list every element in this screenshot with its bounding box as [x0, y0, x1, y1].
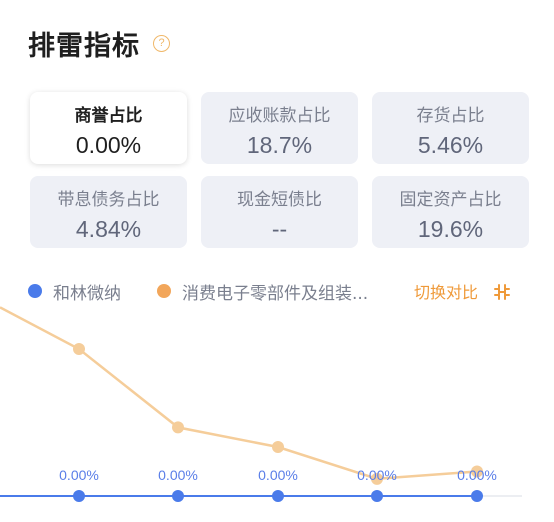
card-value: 0.00% — [75, 132, 142, 158]
series-point-industry — [272, 441, 284, 453]
card-inventory[interactable]: 存货占比 5.46% — [372, 92, 529, 164]
data-label: 0.00% — [59, 467, 99, 483]
card-label: 应收账款占比 — [228, 106, 331, 126]
legend-dot-company — [28, 284, 42, 298]
legend-label-company: 和林微纳 — [53, 284, 121, 304]
series-point-company — [371, 490, 383, 502]
series-point-company — [272, 490, 284, 502]
series-point-industry — [471, 465, 483, 478]
card-receivables[interactable]: 应收账款占比 18.7% — [201, 92, 358, 164]
card-label: 固定资产占比 — [399, 190, 502, 210]
page-title: 排雷指标 — [28, 31, 140, 62]
series-point-industry — [73, 343, 85, 355]
legend-label-industry: 消费电子零部件及组装... — [182, 284, 369, 304]
series-point-company — [471, 490, 483, 502]
switch-compare-button[interactable]: 切换对比 — [414, 283, 479, 302]
card-label: 现金短债比 — [237, 190, 322, 210]
data-label: 0.00% — [357, 467, 397, 483]
chart-legend: 和林微纳 消费电子零部件及组装... — [28, 279, 554, 304]
data-label: 0.00% — [258, 467, 298, 483]
series-line-industry — [0, 306, 478, 481]
data-label: 0.00% — [457, 467, 497, 483]
card-value: 4.84% — [75, 216, 142, 242]
help-icon[interactable]: ? — [153, 35, 170, 52]
card-label: 商誉占比 — [74, 106, 143, 126]
card-interest-debt[interactable]: 带息债务占比 4.84% — [30, 176, 187, 248]
series-point-company — [73, 490, 85, 502]
card-value: 5.46% — [417, 132, 484, 158]
legend-dot-industry — [157, 284, 171, 298]
card-label: 存货占比 — [416, 106, 485, 126]
series-point-company — [172, 490, 184, 502]
card-value: -- — [271, 216, 288, 242]
switch-icon[interactable] — [492, 282, 512, 302]
card-cash-short-debt[interactable]: 现金短债比 -- — [201, 176, 358, 248]
card-value: 19.6% — [417, 216, 484, 242]
card-goodwill[interactable]: 商誉占比 0.00% — [30, 92, 187, 164]
data-label: 0.00% — [158, 467, 198, 483]
card-fixed-assets[interactable]: 固定资产占比 19.6% — [372, 176, 529, 248]
series-point-industry — [172, 421, 184, 434]
series-point-industry — [371, 472, 383, 485]
card-value: 18.7% — [246, 132, 313, 158]
card-label: 带息债务占比 — [57, 190, 160, 210]
